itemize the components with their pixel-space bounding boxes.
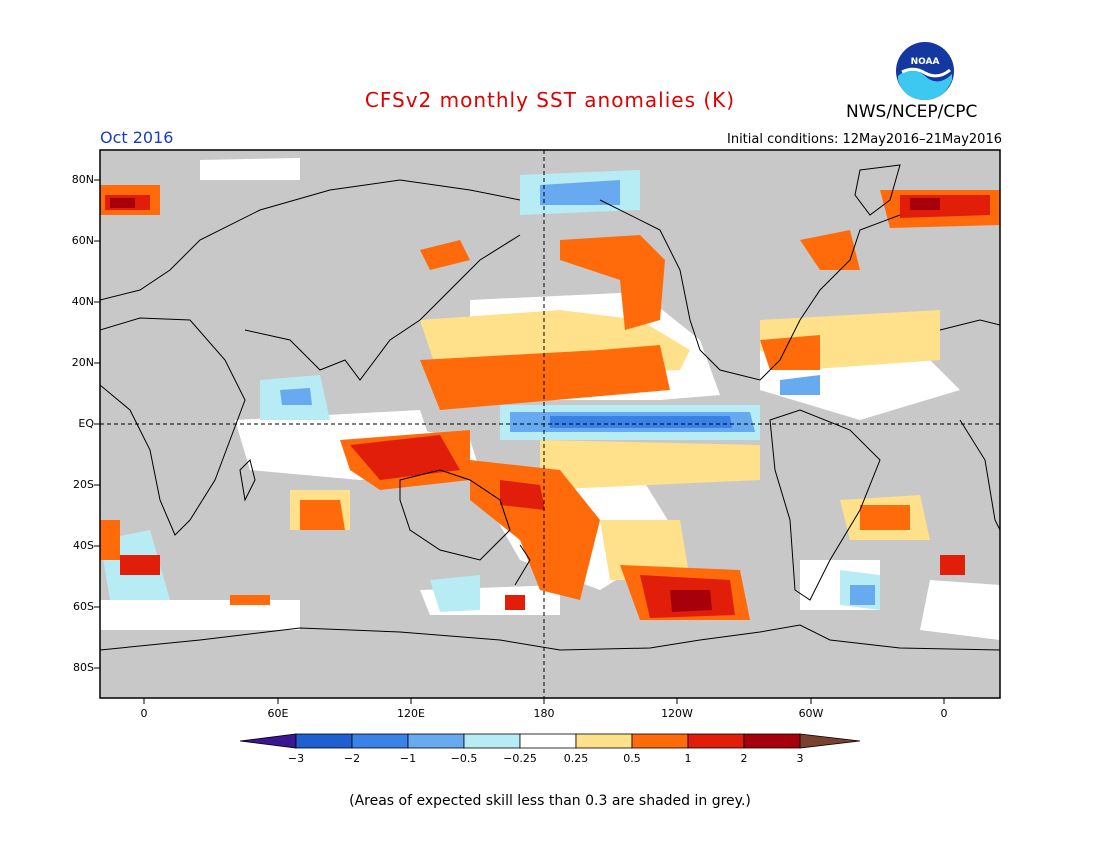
lon-label: 60E bbox=[267, 707, 289, 720]
lat-label: 20N bbox=[71, 356, 94, 369]
colorbar-label: −0.5 bbox=[450, 752, 478, 765]
lon-label: 120E bbox=[397, 707, 425, 720]
colorbar-label: 0.25 bbox=[563, 752, 589, 765]
strong-cold-anomaly-core bbox=[550, 416, 732, 428]
colorbar-label: 1 bbox=[684, 752, 692, 765]
colorbar-label: −3 bbox=[287, 752, 305, 765]
lon-label: 0 bbox=[940, 707, 948, 720]
lat-ticks bbox=[94, 179, 100, 669]
lat-label: 40N bbox=[71, 295, 94, 308]
initial-conditions-label: Initial conditions: 12May2016–21May2016 bbox=[727, 132, 1002, 147]
colorbar-label: 2 bbox=[740, 752, 748, 765]
skill-footnote: (Areas of expected skill less than 0.3 a… bbox=[349, 793, 751, 809]
lat-label: EQ bbox=[78, 417, 94, 430]
logo-text: NOAA bbox=[911, 57, 940, 67]
colorbar-arrow-high bbox=[799, 733, 861, 749]
agency-label: NWS/NCEP/CPC bbox=[846, 102, 978, 122]
lon-label: 0 bbox=[140, 707, 148, 720]
extreme-warm-anomaly-cores bbox=[110, 198, 940, 612]
lon-label: 60W bbox=[798, 707, 824, 720]
lat-label: 60S bbox=[73, 600, 94, 613]
noaa-logo: NOAA bbox=[896, 42, 954, 100]
colorbar-label: 3 bbox=[796, 752, 804, 765]
lat-label: 40S bbox=[73, 539, 94, 552]
colorbar-label: −1 bbox=[399, 752, 417, 765]
lat-label: 80S bbox=[73, 661, 94, 674]
lon-label: 120W bbox=[661, 707, 693, 720]
colorbar-label: −0.25 bbox=[503, 752, 537, 765]
colorbar-arrow-low bbox=[239, 733, 297, 749]
colorbar-label: 0.5 bbox=[623, 752, 641, 765]
lon-ticks bbox=[143, 698, 945, 704]
colorbar-label: −2 bbox=[343, 752, 361, 765]
forecast-month-label: Oct 2016 bbox=[100, 128, 174, 147]
lat-label: 80N bbox=[71, 173, 94, 186]
lat-label: 20S bbox=[73, 478, 94, 491]
coastlines bbox=[100, 164, 1000, 651]
colorbar bbox=[239, 733, 861, 749]
chart-title: CFSv2 monthly SST anomalies (K) bbox=[364, 88, 736, 112]
lat-label: 60N bbox=[71, 234, 94, 247]
lon-label: 180 bbox=[533, 707, 555, 720]
